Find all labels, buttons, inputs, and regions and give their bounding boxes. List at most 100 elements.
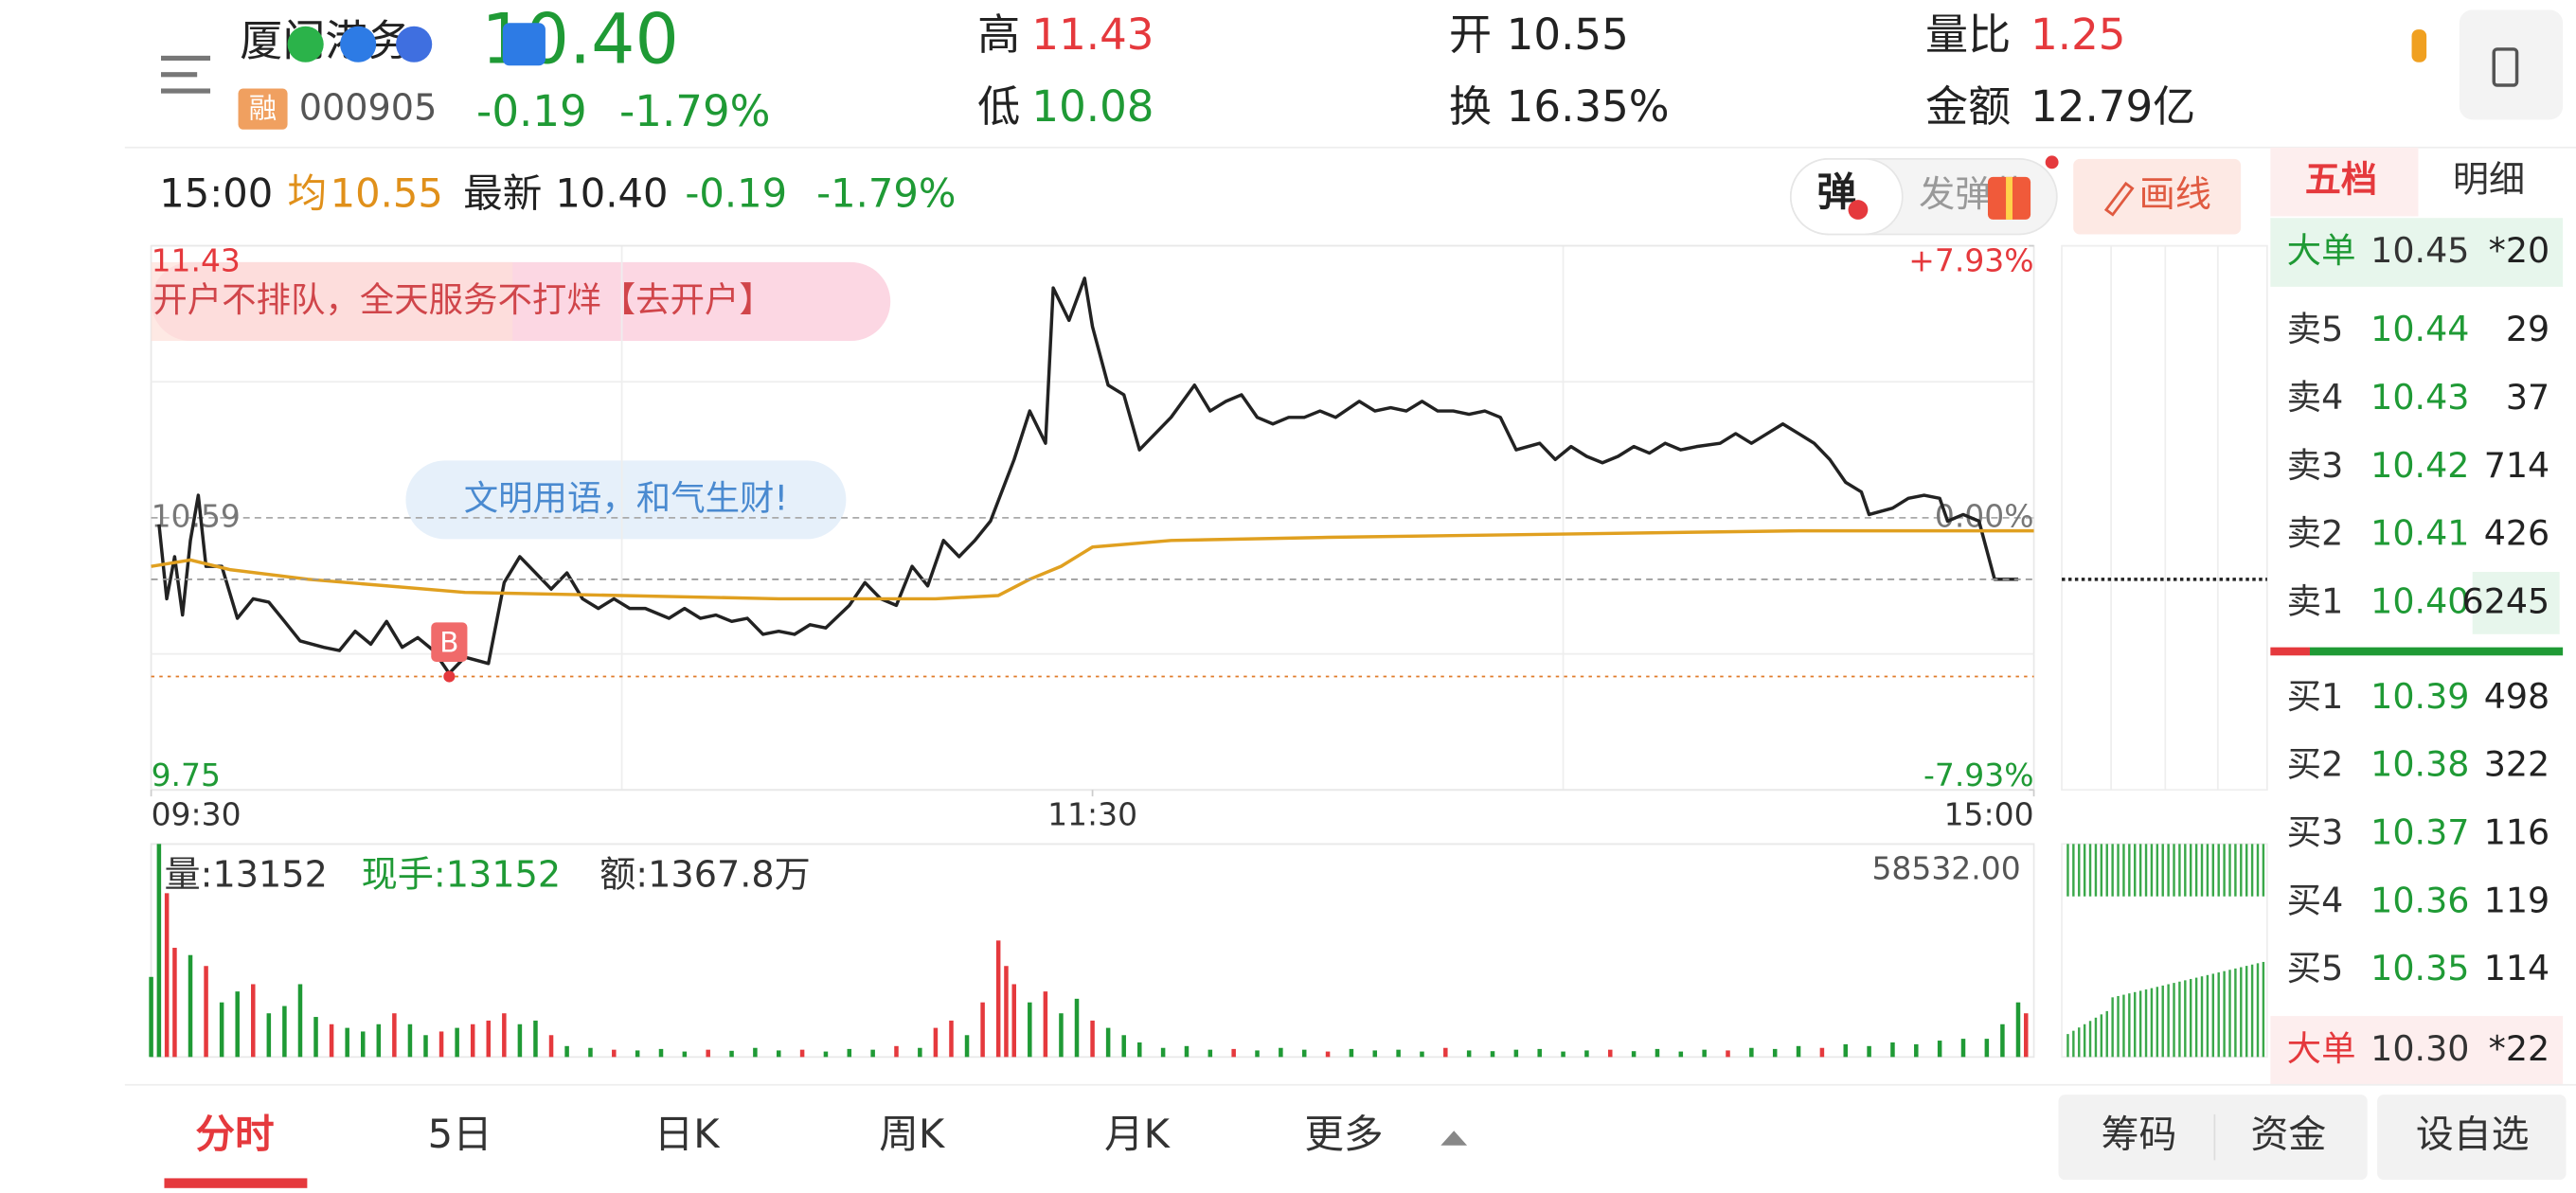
depth-top [2094,844,2098,897]
banner-text[interactable]: 开户不排队，全天服务不打烊【去开户】 [152,279,774,320]
volume-bar [1466,1050,1472,1058]
depth-top [2128,844,2131,897]
period-tab[interactable]: 周K [879,1111,946,1157]
volume-bar [894,1045,899,1058]
volume-bar [980,1002,985,1058]
book-price: 10.44 [2370,309,2469,349]
volume-bar [1043,991,1048,1058]
volume-bar [204,966,208,1058]
menu-bar [161,55,211,62]
y2-tick-label: 0.00% [1935,497,2034,534]
volume-bar [1608,1049,1613,1058]
draw-line-button[interactable] [2073,158,2242,235]
depth-bar [2128,993,2131,1058]
depth-top [2200,844,2204,897]
action-button[interactable]: 筹码 [2102,1113,2177,1157]
danmu-toggle[interactable] [1789,158,1904,236]
depth-top [2206,844,2209,897]
depth-top [2150,844,2154,897]
danmu-badge [1848,200,1869,220]
action-button[interactable]: 资金 [2251,1113,2327,1157]
split-red [2270,647,2310,656]
volume-max-label: 58532.00 [1871,850,2020,887]
volume-bar [1121,1035,1126,1058]
book-volume: 116 [2484,811,2550,852]
tool-button[interactable] [2459,9,2564,120]
stock-code: 000905 [299,86,438,128]
period-tab[interactable]: 日K [654,1111,722,1157]
volume-bar [1537,1048,1542,1058]
depth-top [2105,844,2108,897]
volume-bar [995,940,1001,1058]
volume-bar [823,1051,829,1058]
book-label: 卖1 [2287,580,2344,621]
depth-top [2217,844,2220,897]
depth-bar [2105,1010,2108,1058]
depth-bar [2094,1017,2098,1058]
volume-bar [1490,1051,1495,1058]
volume-bar [282,1006,287,1058]
depth-top [2223,844,2226,897]
depth-top [2066,844,2069,897]
period-tab[interactable]: 5日 [428,1111,492,1157]
volume-bar [1028,1002,1032,1058]
book-tab[interactable]: 五档 [2305,159,2377,201]
volume-bar [776,1050,781,1058]
depth-top [2072,844,2075,897]
period-tab[interactable]: 月K [1104,1111,1172,1157]
volume-bar [1420,1051,1424,1058]
y-tick-label: 9.75 [152,757,221,793]
volume-bar [407,1024,413,1058]
book-tab[interactable]: 明细 [2453,159,2525,201]
depth-bar [2161,985,2164,1058]
volume-bar [1105,1027,1111,1058]
volume-bar [847,1048,852,1058]
price-line [151,528,2034,601]
book-label: 大单 [2287,230,2356,271]
menu-bar [161,88,211,94]
bubble [405,460,847,540]
banner-fade [151,261,513,341]
volume-bar [486,1020,492,1058]
volume-bar [1325,1051,1331,1058]
depth-bar [2150,988,2154,1058]
volume-bar [1984,1039,1990,1058]
book-label: 卖4 [2287,377,2344,418]
volume-bar [297,984,303,1058]
depth-bar [2134,991,2137,1058]
action-button[interactable]: 设自选 [2416,1113,2530,1157]
period-tab[interactable]: 分时 [195,1111,274,1157]
avg-label: 均 [288,170,328,217]
depth-bar [2200,976,2204,1058]
volume-bar [533,1020,538,1058]
volume-bar [658,1048,664,1058]
info-change: -0.19 [685,170,787,217]
depth-top [2245,844,2248,897]
book-price: 10.35 [2370,948,2469,988]
tab-active-bg [2270,147,2419,217]
depth-top [2144,844,2148,897]
side-depth-bars [2066,844,2265,1058]
menu-icon[interactable] [161,55,211,94]
volume-bar [1011,984,1016,1058]
volume-bar [729,1050,734,1058]
volume-bar [313,1017,318,1058]
open-value: 10.55 [1507,9,1629,60]
volume-bar [1726,1050,1730,1058]
ratio-value: 1.25 [2030,9,2125,60]
volume-bar [1772,1048,1778,1058]
depth-top [2256,844,2260,897]
volume-bar [1004,966,1009,1058]
depth-bar [2240,967,2243,1058]
turnover-label: 换 [1449,81,1492,132]
volume-bar [156,844,162,1058]
depth-bar [2117,995,2120,1058]
period-tab[interactable]: 更多 [1304,1111,1383,1157]
depth-top [2083,844,2086,897]
book-count: *22 [2489,1028,2550,1069]
depth-top [2156,844,2159,897]
volume-bar [164,893,170,1058]
volume-bar [1301,1049,1307,1058]
book-volume: 37 [2506,377,2549,418]
